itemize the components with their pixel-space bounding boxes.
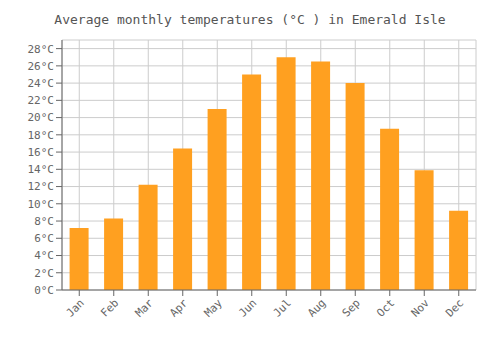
svg-text:Oct: Oct [374, 296, 397, 319]
svg-text:28°C: 28°C [28, 43, 55, 56]
svg-text:Jan: Jan [64, 296, 87, 319]
svg-text:18°C: 18°C [28, 129, 55, 142]
svg-text:Jul: Jul [271, 296, 294, 319]
html-text:Average monthly temperatures (: Average monthly temperatures (°C ) in Em… [54, 12, 446, 27]
svg-text:Sep: Sep [340, 296, 363, 319]
svg-text:6°C: 6°C [34, 232, 54, 245]
svg-text:8°C: 8°C [34, 215, 54, 228]
svg-text:May: May [202, 296, 226, 320]
svg-text:Mar: Mar [133, 296, 157, 320]
svg-text:Jun: Jun [236, 296, 259, 319]
svg-text:Dec: Dec [443, 296, 466, 319]
svg-text:Aug: Aug [305, 296, 328, 319]
svg-text:22°C: 22°C [28, 94, 55, 107]
svg-text:26°C: 26°C [28, 60, 55, 73]
svg-text:Feb: Feb [98, 296, 121, 319]
svg-text:0°C: 0°C [34, 284, 54, 297]
svg-text:14°C: 14°C [28, 163, 55, 176]
svg-text:20°C: 20°C [28, 111, 55, 124]
svg-text:Apr: Apr [167, 296, 191, 320]
svg-text:4°C: 4°C [34, 249, 54, 262]
svg-text:Nov: Nov [409, 296, 433, 320]
svg-text:2°C: 2°C [34, 267, 54, 280]
svg-text:12°C: 12°C [28, 180, 55, 193]
svg-text:10°C: 10°C [28, 198, 55, 211]
svg-text:24°C: 24°C [28, 77, 55, 90]
svg-text:16°C: 16°C [28, 146, 55, 159]
